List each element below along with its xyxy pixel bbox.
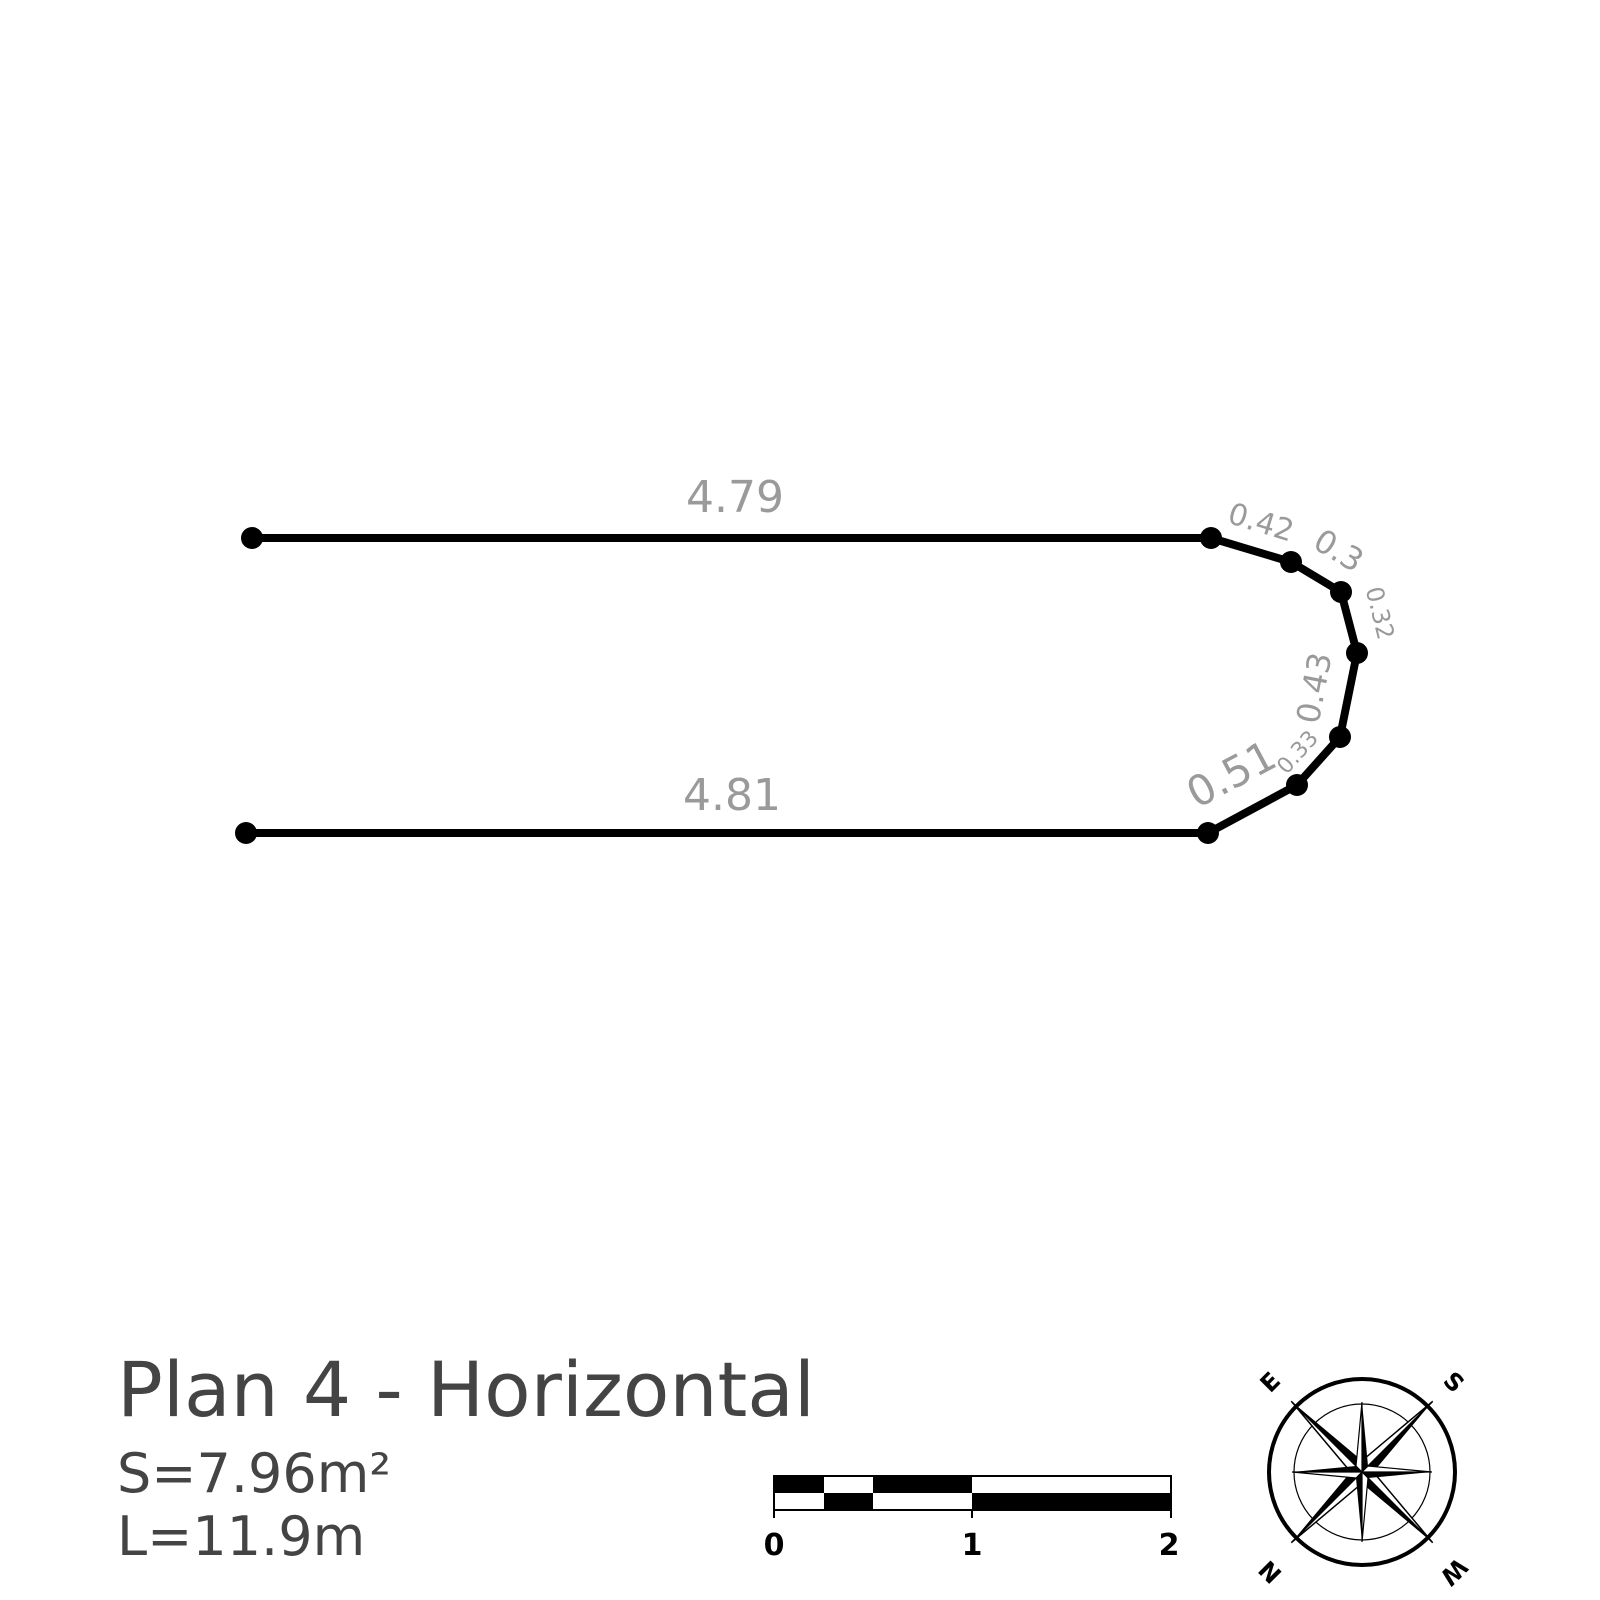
compass-rose-icon: E S W N [1253,1366,1473,1591]
plan-length: L=11.9m [117,1505,366,1568]
plan-area: S=7.96m² [117,1442,392,1505]
scale-label: 2 [1159,1528,1180,1563]
vertex [1286,774,1308,796]
segment-label-bottom: 4.81 [683,770,781,821]
vertex [1330,581,1352,603]
segment-label: 0.43 [1289,649,1340,726]
scale-label: 0 [764,1528,785,1563]
segment-label: 0.3 [1307,521,1370,580]
vertex [1197,822,1219,844]
vertex [1329,726,1351,748]
compass-letter-n: N [1253,1555,1287,1589]
vertex [1200,527,1222,549]
vertex [1280,551,1302,573]
compass-letter-e: E [1255,1367,1286,1398]
plan-vertices [235,527,1368,844]
segment-label: 0.32 [1360,584,1400,643]
plan-title: Plan 4 - Horizontal [117,1345,815,1434]
vertex [241,527,263,549]
scale-label: 1 [962,1528,983,1563]
scale-bar: 0 1 2 [764,1475,1180,1563]
vertex [1346,642,1368,664]
compass-letter-w: W [1434,1552,1473,1591]
vertex [235,822,257,844]
compass-letter-s: S [1438,1366,1470,1398]
segment-label-top: 4.79 [686,472,784,523]
